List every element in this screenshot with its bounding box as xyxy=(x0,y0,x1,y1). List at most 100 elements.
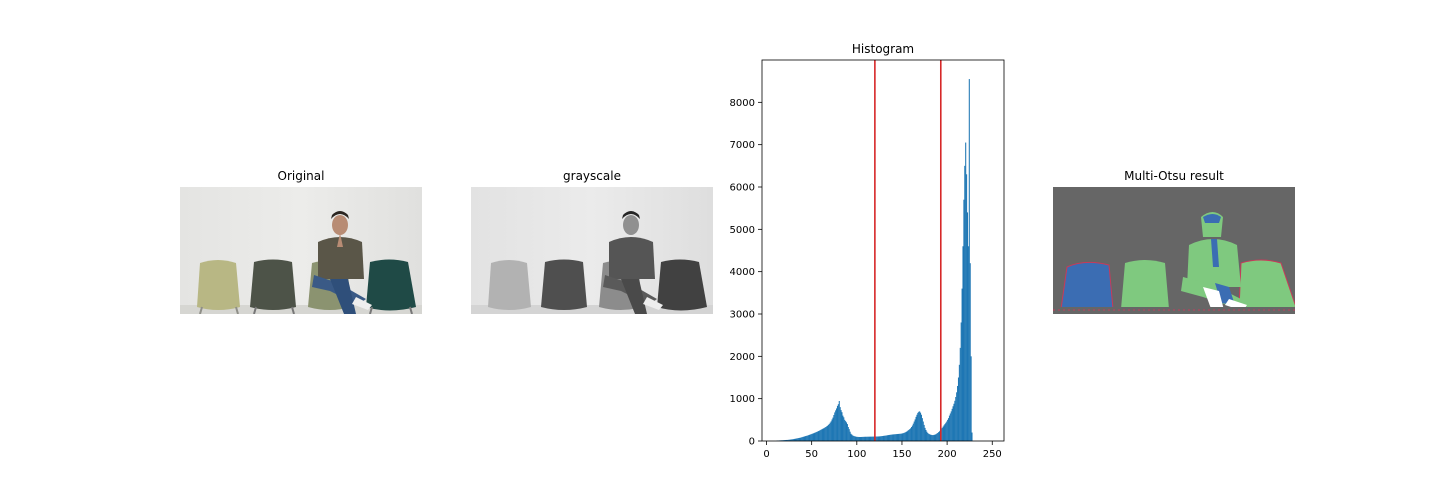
histogram-bar xyxy=(841,412,843,441)
histogram-bar xyxy=(951,408,953,441)
histogram-bar xyxy=(914,419,916,441)
histogram-bar xyxy=(908,429,910,441)
histogram-bar xyxy=(915,416,917,441)
histogram-bar xyxy=(892,434,894,441)
histogram-bar xyxy=(882,436,884,441)
histogram-bar xyxy=(943,425,945,441)
histogram-bar xyxy=(884,435,886,441)
histogram-bar xyxy=(876,436,878,441)
histogram-bar xyxy=(919,411,921,441)
histogram-bar xyxy=(929,434,932,441)
histogram-bar xyxy=(865,436,867,441)
histogram-bar xyxy=(888,434,890,441)
histogram-bar xyxy=(826,426,828,441)
histogram-bar xyxy=(873,436,875,441)
histogram-bar xyxy=(845,421,847,441)
histogram-bar xyxy=(936,433,938,441)
histogram-bar xyxy=(909,429,911,441)
histogram-bar xyxy=(969,263,971,441)
histogram-bar xyxy=(905,431,907,441)
histogram-bar xyxy=(881,436,883,441)
histogram-bar xyxy=(959,347,961,441)
histogram-bar xyxy=(918,411,920,441)
histogram-bar xyxy=(823,428,825,441)
histogram-bar xyxy=(872,436,874,441)
histogram-bar xyxy=(962,246,964,441)
histogram-bar xyxy=(964,165,966,441)
grayscale-image xyxy=(471,187,713,314)
histogram-bar xyxy=(923,424,925,441)
histogram-bar xyxy=(971,432,973,441)
histogram-bar xyxy=(968,79,970,442)
histogram-bar xyxy=(868,436,870,441)
histogram-bar xyxy=(788,439,790,441)
histogram-bar xyxy=(817,431,820,441)
grayscale-title: grayscale xyxy=(563,169,621,183)
x-tick-label: 100 xyxy=(847,449,866,460)
histogram-bar xyxy=(921,418,923,441)
histogram-bar xyxy=(929,434,931,441)
histogram-bar xyxy=(875,436,877,441)
y-tick-label: 4000 xyxy=(730,267,755,278)
histogram-bar xyxy=(885,435,887,441)
histogram-bar xyxy=(842,415,844,441)
histogram-bar xyxy=(859,437,861,441)
histogram-bar xyxy=(836,405,838,441)
histogram-bar xyxy=(957,385,959,441)
x-tick-label: 0 xyxy=(763,449,769,460)
y-tick-label: 3000 xyxy=(730,310,755,321)
original-title: Original xyxy=(277,169,325,183)
histogram-bar xyxy=(934,434,936,441)
histogram-bar xyxy=(925,429,927,441)
histogram-bar xyxy=(922,421,924,441)
histogram-bar xyxy=(793,438,795,441)
histogram-bar xyxy=(837,404,839,441)
histogram-bar xyxy=(886,435,888,441)
histogram-bar xyxy=(836,408,838,441)
histogram-bar xyxy=(900,433,902,441)
histogram-bar xyxy=(869,436,871,441)
histogram-bar xyxy=(864,436,866,441)
histogram-title: Histogram xyxy=(851,42,915,56)
y-tick-label: 7000 xyxy=(730,140,755,151)
histogram-bar xyxy=(839,407,841,441)
histogram-bar xyxy=(920,412,922,441)
histogram-bar xyxy=(955,396,957,441)
histogram-bar xyxy=(910,428,912,441)
histogram-bar xyxy=(952,406,954,441)
histogram-bar xyxy=(855,436,857,441)
x-tick-label: 150 xyxy=(892,449,911,460)
histogram-bar xyxy=(938,432,940,441)
histogram-bar xyxy=(846,424,848,441)
histogram-bar xyxy=(787,439,789,441)
histogram-bar xyxy=(903,432,905,441)
histogram-bar xyxy=(871,436,873,441)
histogram-bar xyxy=(825,427,827,441)
y-tick-label: 0 xyxy=(749,437,755,448)
histogram-bar xyxy=(816,431,818,441)
histogram-bar xyxy=(804,436,806,441)
histogram-bar xyxy=(818,430,820,441)
histogram-bar xyxy=(817,431,819,441)
histogram-bar xyxy=(907,430,909,441)
histogram-bar xyxy=(848,429,850,441)
histogram-bar xyxy=(815,432,817,441)
histogram-bar xyxy=(938,431,941,441)
histogram-bar xyxy=(843,417,845,441)
histogram-bar xyxy=(834,412,836,441)
histogram-bar xyxy=(807,435,809,441)
histogram-bar xyxy=(861,436,863,441)
histogram-bar xyxy=(835,410,837,441)
histogram-bar xyxy=(802,436,804,441)
histogram-bar xyxy=(799,437,801,441)
x-tick-label: 200 xyxy=(938,449,957,460)
histogram-bar xyxy=(945,422,947,441)
histogram-bar xyxy=(852,435,854,441)
histogram-bar xyxy=(844,419,846,441)
histogram-bar xyxy=(829,422,831,441)
histogram-bar xyxy=(910,427,913,441)
histogram-bar xyxy=(791,439,793,441)
histogram-bar xyxy=(935,434,937,441)
histogram-bar xyxy=(796,438,798,441)
histogram-bar xyxy=(855,436,857,441)
